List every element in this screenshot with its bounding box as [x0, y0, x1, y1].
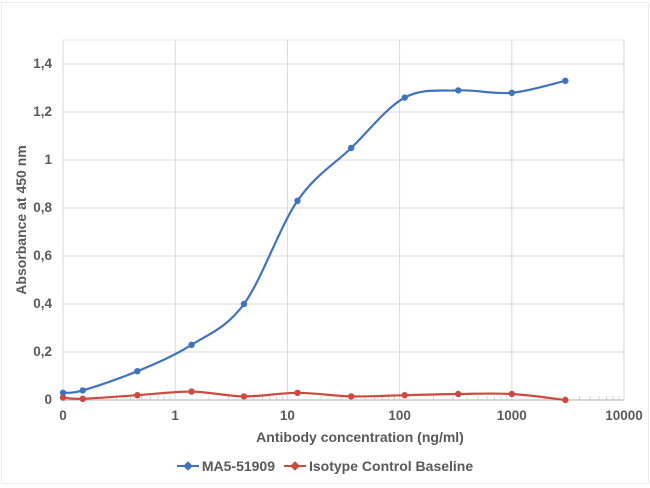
x-tick-label: 0 [59, 408, 67, 423]
y-tick-label: 1 [44, 152, 52, 167]
data-point-marker [347, 144, 355, 152]
data-point-marker [188, 341, 195, 348]
data-point-marker [59, 389, 67, 396]
data-point-marker [134, 392, 141, 399]
x-tick-label: 10000 [605, 408, 643, 423]
legend-item-ma5-51909: MA5-51909 [176, 458, 275, 474]
legend-label-ma5-51909: MA5-51909 [201, 458, 275, 474]
data-point-marker [79, 387, 86, 394]
x-tick-label: 1000 [496, 408, 527, 423]
data-point-marker [294, 197, 301, 204]
y-tick-label: 0 [44, 392, 52, 407]
y-tick-label: 1,2 [33, 104, 52, 119]
y-tick-label: 0,8 [33, 200, 52, 215]
legend-item-isotype-control: Isotype Control Baseline [284, 458, 473, 474]
y-tick-label: 0,4 [33, 296, 52, 311]
data-point-marker [240, 300, 248, 308]
data-point-marker [455, 390, 462, 398]
data-point-marker [79, 395, 86, 402]
legend-marker-line-diamond-icon [176, 461, 199, 471]
y-tick-label: 0,6 [33, 248, 52, 263]
legend: MA5-51909 Isotype Control Baseline [0, 456, 650, 476]
data-point-marker [240, 393, 248, 400]
legend-marker-line-diamond-icon [284, 461, 306, 471]
x-tick-label: 100 [388, 408, 411, 423]
x-tick-label: 10 [279, 408, 295, 423]
x-axis-title: Antibody concentration (ng/ml) [256, 429, 464, 445]
data-point-marker [508, 390, 515, 398]
series-line-0 [61, 79, 567, 394]
data-point-marker [188, 388, 195, 395]
data-point-marker [347, 393, 355, 400]
data-point-marker [562, 396, 569, 404]
legend-label-isotype-control: Isotype Control Baseline [309, 458, 474, 474]
data-point-marker [455, 87, 462, 94]
data-point-marker [508, 89, 515, 97]
data-point-marker [562, 77, 569, 85]
y-tick-label: 1,4 [33, 56, 52, 71]
data-point-marker [401, 392, 408, 399]
data-point-marker [401, 94, 408, 101]
y-tick-label: 0,2 [33, 344, 52, 359]
x-tick-label: 1 [171, 408, 179, 423]
data-point-marker [294, 389, 301, 396]
data-point-marker [134, 368, 141, 375]
data-point-marker [59, 394, 67, 401]
